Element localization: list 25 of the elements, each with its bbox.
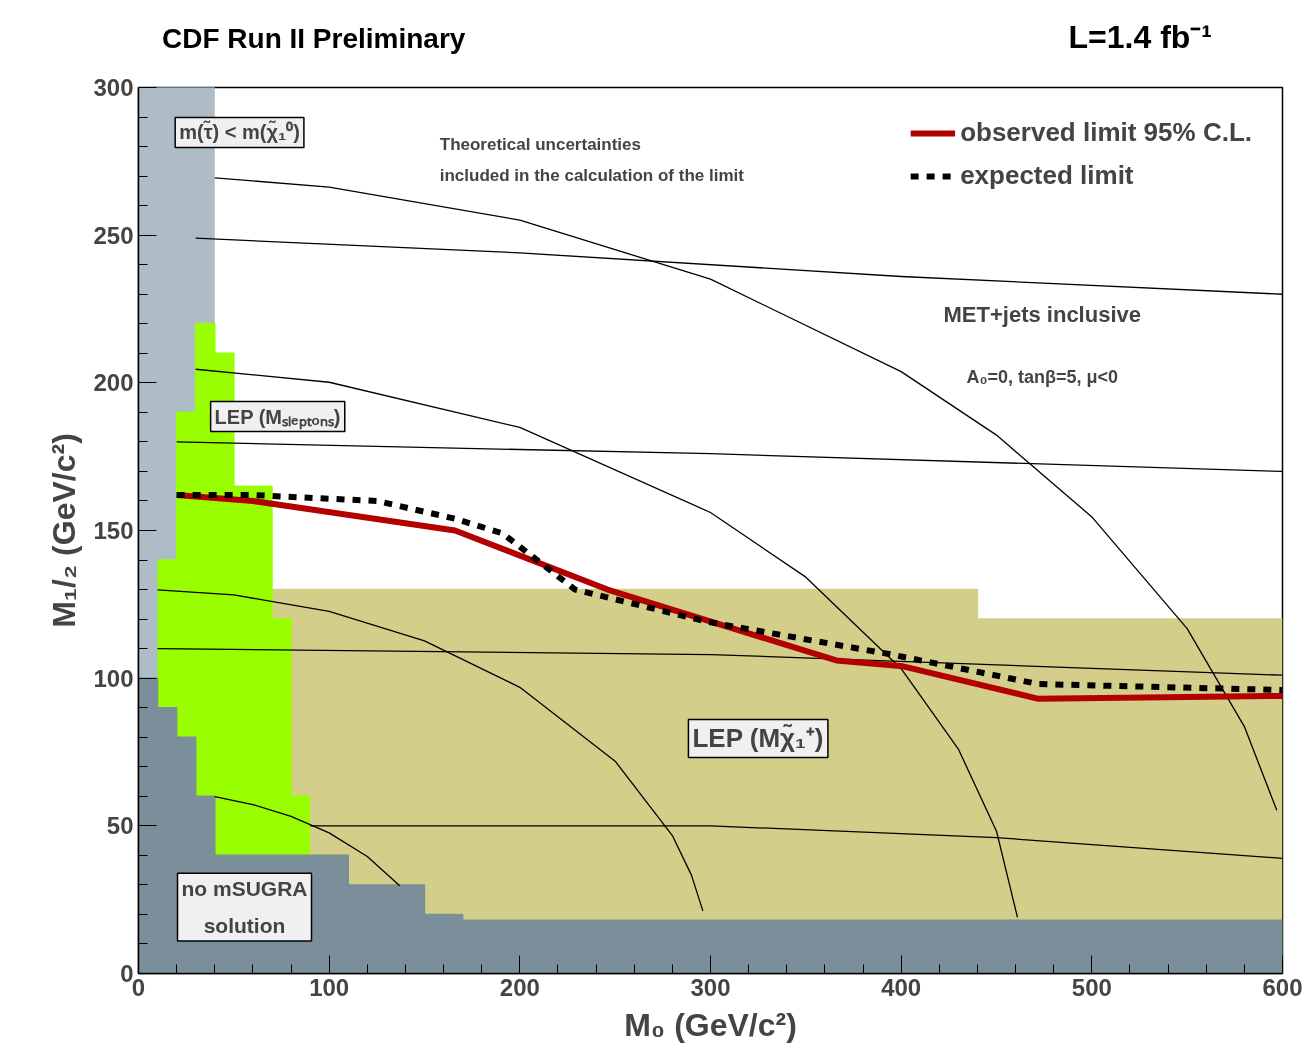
annotation: LEP (Mχ̃₁⁺) xyxy=(692,723,824,754)
chart-subtitle: L=1.4 fb⁻¹ xyxy=(1068,18,1212,57)
y-tick-label: 300 xyxy=(93,74,134,101)
x-tick-label: 400 xyxy=(881,973,922,1001)
annotation: no mSUGRA solution xyxy=(181,877,308,937)
annotation: Theoretical uncertainties included in the calculation of the limit xyxy=(439,135,745,185)
annotation: A₀=0, tanβ=5, μ<0 xyxy=(966,366,1119,387)
x-tick-label: 300 xyxy=(690,973,731,1001)
annotation: MET+jets inclusive xyxy=(943,302,1141,328)
y-tick-label: 50 xyxy=(106,812,134,840)
annotation: m(τ̃) < m(χ̃₁⁰) xyxy=(179,120,300,144)
y-tick-label: 250 xyxy=(93,221,134,249)
y-tick-label: 150 xyxy=(93,517,134,544)
legend-label: expected limit xyxy=(960,160,1134,191)
x-tick-label: 600 xyxy=(1262,973,1303,1001)
annotation: LEP (Mₛₗₑₚₜₒₙₛ) xyxy=(214,405,341,430)
x-tick-label: 100 xyxy=(309,973,350,1001)
y-tick-label: 100 xyxy=(93,664,134,692)
chart-title: CDF Run II Preliminary xyxy=(162,22,466,56)
y-axis-title: M₁/₂ (GeV/c²) xyxy=(46,433,83,628)
x-axis-title: M₀ (GeV/c²) xyxy=(624,1006,797,1043)
legend-label: observed limit 95% C.L. xyxy=(960,117,1252,148)
x-tick-label: 200 xyxy=(499,973,540,1001)
y-tick-label: 200 xyxy=(93,369,134,397)
x-tick-label: 500 xyxy=(1071,973,1112,1001)
